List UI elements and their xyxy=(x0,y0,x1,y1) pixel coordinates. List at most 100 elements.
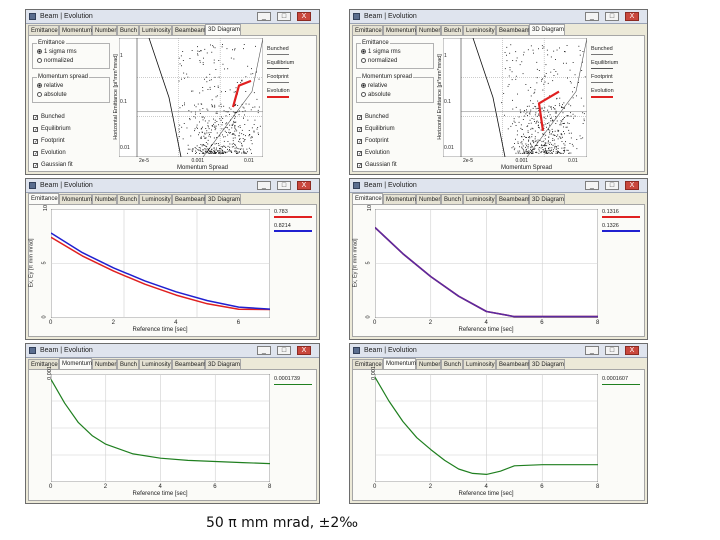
tab-beambeam[interactable]: Beambeam xyxy=(172,194,206,204)
tab-number[interactable]: Number xyxy=(92,194,117,204)
beam-evolution-window[interactable]: Beam | Evolution _ □ X Emittance Momentum Numb… xyxy=(349,343,648,504)
radio-dot-icon[interactable] xyxy=(361,92,366,97)
checkbox-check-icon[interactable]: ✓ xyxy=(357,115,363,121)
tab-number[interactable]: Number xyxy=(416,25,441,35)
radio-dot-icon[interactable] xyxy=(361,58,366,63)
tab-bunch[interactable]: Bunch xyxy=(117,194,139,204)
momentum-radio-0[interactable]: relative xyxy=(361,82,387,90)
checkbox-footprint[interactable]: ✓ Footprint xyxy=(357,137,389,145)
checkbox-check-icon[interactable]: ✓ xyxy=(33,151,39,157)
title-bar[interactable]: Beam | Evolution _ □ X xyxy=(26,179,319,193)
close-button[interactable]: X xyxy=(297,346,311,355)
radio-dot-icon[interactable] xyxy=(361,49,366,54)
title-bar[interactable]: Beam | Evolution _ □ X xyxy=(26,344,319,358)
tab-momentum[interactable]: Momentum xyxy=(59,25,92,35)
tab-luminosity[interactable]: Luminosity xyxy=(463,194,496,204)
emittance-radio-1[interactable]: normalized xyxy=(37,57,73,65)
tab-number[interactable]: Number xyxy=(92,359,117,369)
checkbox-check-icon[interactable]: ✓ xyxy=(33,139,39,145)
radio-dot-icon[interactable] xyxy=(37,58,42,63)
maximize-button[interactable]: □ xyxy=(277,346,291,355)
tab-3d-diagram[interactable]: 3D Diagram xyxy=(205,359,241,369)
checkbox-bunched[interactable]: ✓ Bunched xyxy=(357,113,389,121)
tab-bunch[interactable]: Bunch xyxy=(117,25,139,35)
minimize-button[interactable]: _ xyxy=(257,346,271,355)
close-button[interactable]: X xyxy=(297,181,311,190)
minimize-button[interactable]: _ xyxy=(585,181,599,190)
beam-evolution-window[interactable]: Beam | Evolution _ □ X Emittance Momentum Numb… xyxy=(25,343,320,504)
tab-momentum[interactable]: Momentum xyxy=(383,25,416,35)
tab-beambeam[interactable]: Beambeam xyxy=(172,25,206,35)
tab-3d-diagram[interactable]: 3D Diagram xyxy=(529,359,565,369)
close-button[interactable]: X xyxy=(297,12,311,21)
beam-evolution-window[interactable]: Beam | Evolution _ □ X Emittance Momentum Numb… xyxy=(25,9,320,175)
beam-evolution-window[interactable]: Beam | Evolution _ □ X Emittance Momentum Numb… xyxy=(349,9,648,175)
tab-beambeam[interactable]: Beambeam xyxy=(172,359,206,369)
tab-luminosity[interactable]: Luminosity xyxy=(463,359,496,369)
momentum-radio-1[interactable]: absolute xyxy=(361,91,391,99)
tab-emittance[interactable]: Emittance xyxy=(28,25,59,35)
checkbox-bunched[interactable]: ✓ Bunched xyxy=(33,113,65,121)
momentum-radio-0[interactable]: relative xyxy=(37,82,63,90)
tab-emittance[interactable]: Emittance xyxy=(28,193,59,204)
emittance-radio-1[interactable]: normalized xyxy=(361,57,397,65)
tab-bunch[interactable]: Bunch xyxy=(117,359,139,369)
tab-emittance[interactable]: Emittance xyxy=(352,25,383,35)
tab-beambeam[interactable]: Beambeam xyxy=(496,25,530,35)
checkbox-gaussian-fit[interactable]: ✓ Gaussian fit xyxy=(33,161,73,169)
tab-momentum[interactable]: Momentum xyxy=(383,194,416,204)
tab-luminosity[interactable]: Luminosity xyxy=(139,194,172,204)
tab-momentum[interactable]: Momentum xyxy=(383,358,416,369)
checkbox-evolution[interactable]: ✓ Evolution xyxy=(357,149,390,157)
title-bar[interactable]: Beam | Evolution _ □ X xyxy=(26,10,319,24)
tab-bunch[interactable]: Bunch xyxy=(441,194,463,204)
tab-beambeam[interactable]: Beambeam xyxy=(496,359,530,369)
radio-dot-icon[interactable] xyxy=(37,83,42,88)
tab-momentum[interactable]: Momentum xyxy=(59,358,92,369)
tab-bunch[interactable]: Bunch xyxy=(441,25,463,35)
tab-beambeam[interactable]: Beambeam xyxy=(496,194,530,204)
maximize-button[interactable]: □ xyxy=(605,181,619,190)
checkbox-gaussian-fit[interactable]: ✓ Gaussian fit xyxy=(357,161,397,169)
tab-luminosity[interactable]: Luminosity xyxy=(463,25,496,35)
tab-3d-diagram[interactable]: 3D Diagram xyxy=(529,194,565,204)
checkbox-check-icon[interactable]: ✓ xyxy=(357,139,363,145)
checkbox-equilibrium[interactable]: ✓ Equilibrium xyxy=(33,125,71,133)
tab-momentum[interactable]: Momentum xyxy=(59,194,92,204)
title-bar[interactable]: Beam | Evolution _ □ X xyxy=(350,344,647,358)
maximize-button[interactable]: □ xyxy=(605,346,619,355)
tab-emittance[interactable]: Emittance xyxy=(352,193,383,204)
tab-3d-diagram[interactable]: 3D Diagram xyxy=(205,194,241,204)
tab-bunch[interactable]: Bunch xyxy=(441,359,463,369)
title-bar[interactable]: Beam | Evolution _ □ X xyxy=(350,179,647,193)
minimize-button[interactable]: _ xyxy=(257,12,271,21)
tab-luminosity[interactable]: Luminosity xyxy=(139,25,172,35)
checkbox-equilibrium[interactable]: ✓ Equilibrium xyxy=(357,125,395,133)
emittance-radio-0[interactable]: 1 sigma rms xyxy=(37,48,77,56)
maximize-button[interactable]: □ xyxy=(277,181,291,190)
beam-evolution-window[interactable]: Beam | Evolution _ □ X Emittance Momentum Numb… xyxy=(25,178,320,340)
radio-dot-icon[interactable] xyxy=(37,49,42,54)
title-bar[interactable]: Beam | Evolution _ □ X xyxy=(350,10,647,24)
beam-evolution-window[interactable]: Beam | Evolution _ □ X Emittance Momentum Numb… xyxy=(349,178,648,340)
tab-emittance[interactable]: Emittance xyxy=(28,359,59,369)
tab-3d-diagram[interactable]: 3D Diagram xyxy=(205,24,241,35)
tab-number[interactable]: Number xyxy=(416,194,441,204)
tab-luminosity[interactable]: Luminosity xyxy=(139,359,172,369)
momentum-radio-1[interactable]: absolute xyxy=(37,91,67,99)
maximize-button[interactable]: □ xyxy=(605,12,619,21)
tab-emittance[interactable]: Emittance xyxy=(352,359,383,369)
minimize-button[interactable]: _ xyxy=(585,346,599,355)
checkbox-check-icon[interactable]: ✓ xyxy=(357,151,363,157)
minimize-button[interactable]: _ xyxy=(257,181,271,190)
tab-3d-diagram[interactable]: 3D Diagram xyxy=(529,24,565,35)
radio-dot-icon[interactable] xyxy=(37,92,42,97)
checkbox-evolution[interactable]: ✓ Evolution xyxy=(33,149,66,157)
checkbox-check-icon[interactable]: ✓ xyxy=(33,127,39,133)
tab-number[interactable]: Number xyxy=(416,359,441,369)
checkbox-footprint[interactable]: ✓ Footprint xyxy=(33,137,65,145)
radio-dot-icon[interactable] xyxy=(361,83,366,88)
maximize-button[interactable]: □ xyxy=(277,12,291,21)
close-button[interactable]: X xyxy=(625,346,639,355)
checkbox-check-icon[interactable]: ✓ xyxy=(357,163,363,169)
